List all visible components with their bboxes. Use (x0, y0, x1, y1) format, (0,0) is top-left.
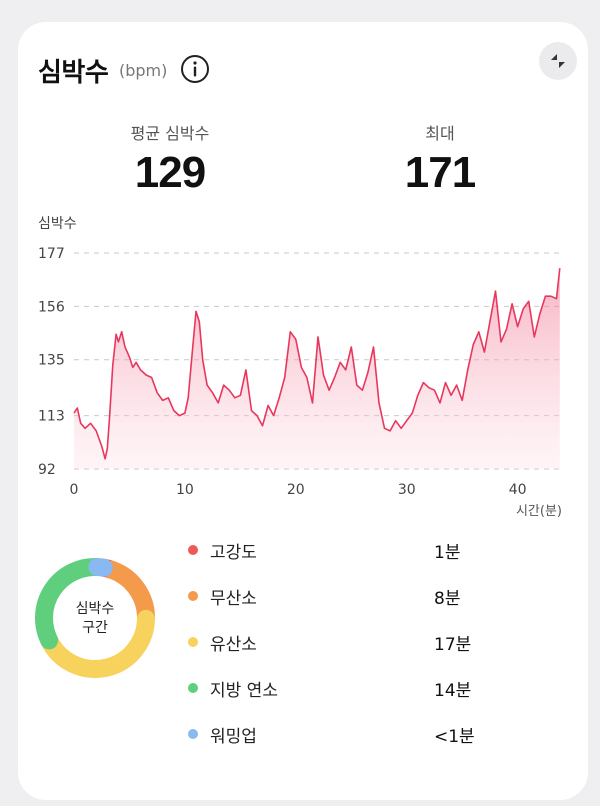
donut-slice (88, 558, 113, 577)
zone-donut-chart (35, 558, 155, 678)
zone-dot (188, 637, 198, 647)
zone-time: 14분 (434, 681, 472, 701)
x-tick-labels: 0 10 20 30 40 (70, 482, 527, 498)
x-tick-label: 20 (287, 482, 305, 498)
zone-time: 8분 (434, 589, 461, 609)
x-axis-label: 시간(분) (516, 504, 562, 519)
zone-dot (188, 545, 198, 555)
max-hr-label: 최대 (425, 124, 455, 143)
zone-item-fat-burn[interactable]: 지방 연소 14분 (188, 675, 488, 701)
zone-name: 지방 연소 (210, 681, 278, 701)
donut-slice (40, 609, 155, 678)
zone-item-warmup[interactable]: 워밍업 <1분 (188, 721, 488, 747)
collapse-icon (551, 54, 565, 68)
zone-name: 유산소 (210, 635, 257, 655)
zone-name: 워밍업 (210, 727, 257, 747)
zone-dot (188, 591, 198, 601)
x-tick-label: 10 (176, 482, 194, 498)
heart-rate-chart: 심박수 177 156 135 113 92 0 10 20 30 40 시간(분) (38, 216, 562, 519)
donut-title-line1: 심박수 (75, 601, 115, 617)
collapse-button[interactable] (539, 42, 577, 80)
y-tick-label: 92 (38, 462, 56, 478)
y-tick-label: 113 (38, 409, 65, 425)
zone-time: <1분 (434, 727, 475, 747)
y-tick-label: 135 (38, 353, 65, 369)
average-hr-label: 평균 심박수 (130, 124, 210, 143)
donut-center-label: 심박수 구간 (32, 600, 158, 638)
x-tick-label: 0 (70, 482, 79, 498)
x-tick-label: 40 (509, 482, 527, 498)
zone-name: 고강도 (210, 543, 257, 563)
zone-item-aerobic[interactable]: 유산소 17분 (188, 629, 488, 655)
zone-time: 17분 (434, 635, 472, 655)
donut-title-line2: 구간 (82, 620, 108, 636)
y-tick-labels: 177 156 135 113 92 (38, 246, 65, 478)
zone-dot (188, 683, 198, 693)
zone-time: 1분 (434, 543, 461, 563)
zone-name: 무산소 (210, 589, 257, 609)
zone-item-anaerobic[interactable]: 무산소 8분 (188, 583, 488, 609)
average-hr-value: 129 (134, 148, 206, 197)
y-axis-label: 심박수 (38, 216, 77, 232)
y-tick-label: 156 (38, 299, 65, 315)
info-icon[interactable] (180, 54, 210, 84)
zone-item-high-intensity[interactable]: 고강도 1분 (188, 537, 488, 563)
zone-dot (188, 729, 198, 739)
card-title: 심박수 (38, 58, 109, 88)
donut-slice (35, 558, 107, 650)
y-tick-label: 177 (38, 246, 65, 262)
unit-label: (bpm) (119, 61, 168, 80)
heart-rate-line (73, 268, 561, 460)
heart-rate-area (74, 268, 560, 469)
max-hr-value: 171 (404, 148, 476, 197)
x-tick-label: 30 (398, 482, 416, 498)
